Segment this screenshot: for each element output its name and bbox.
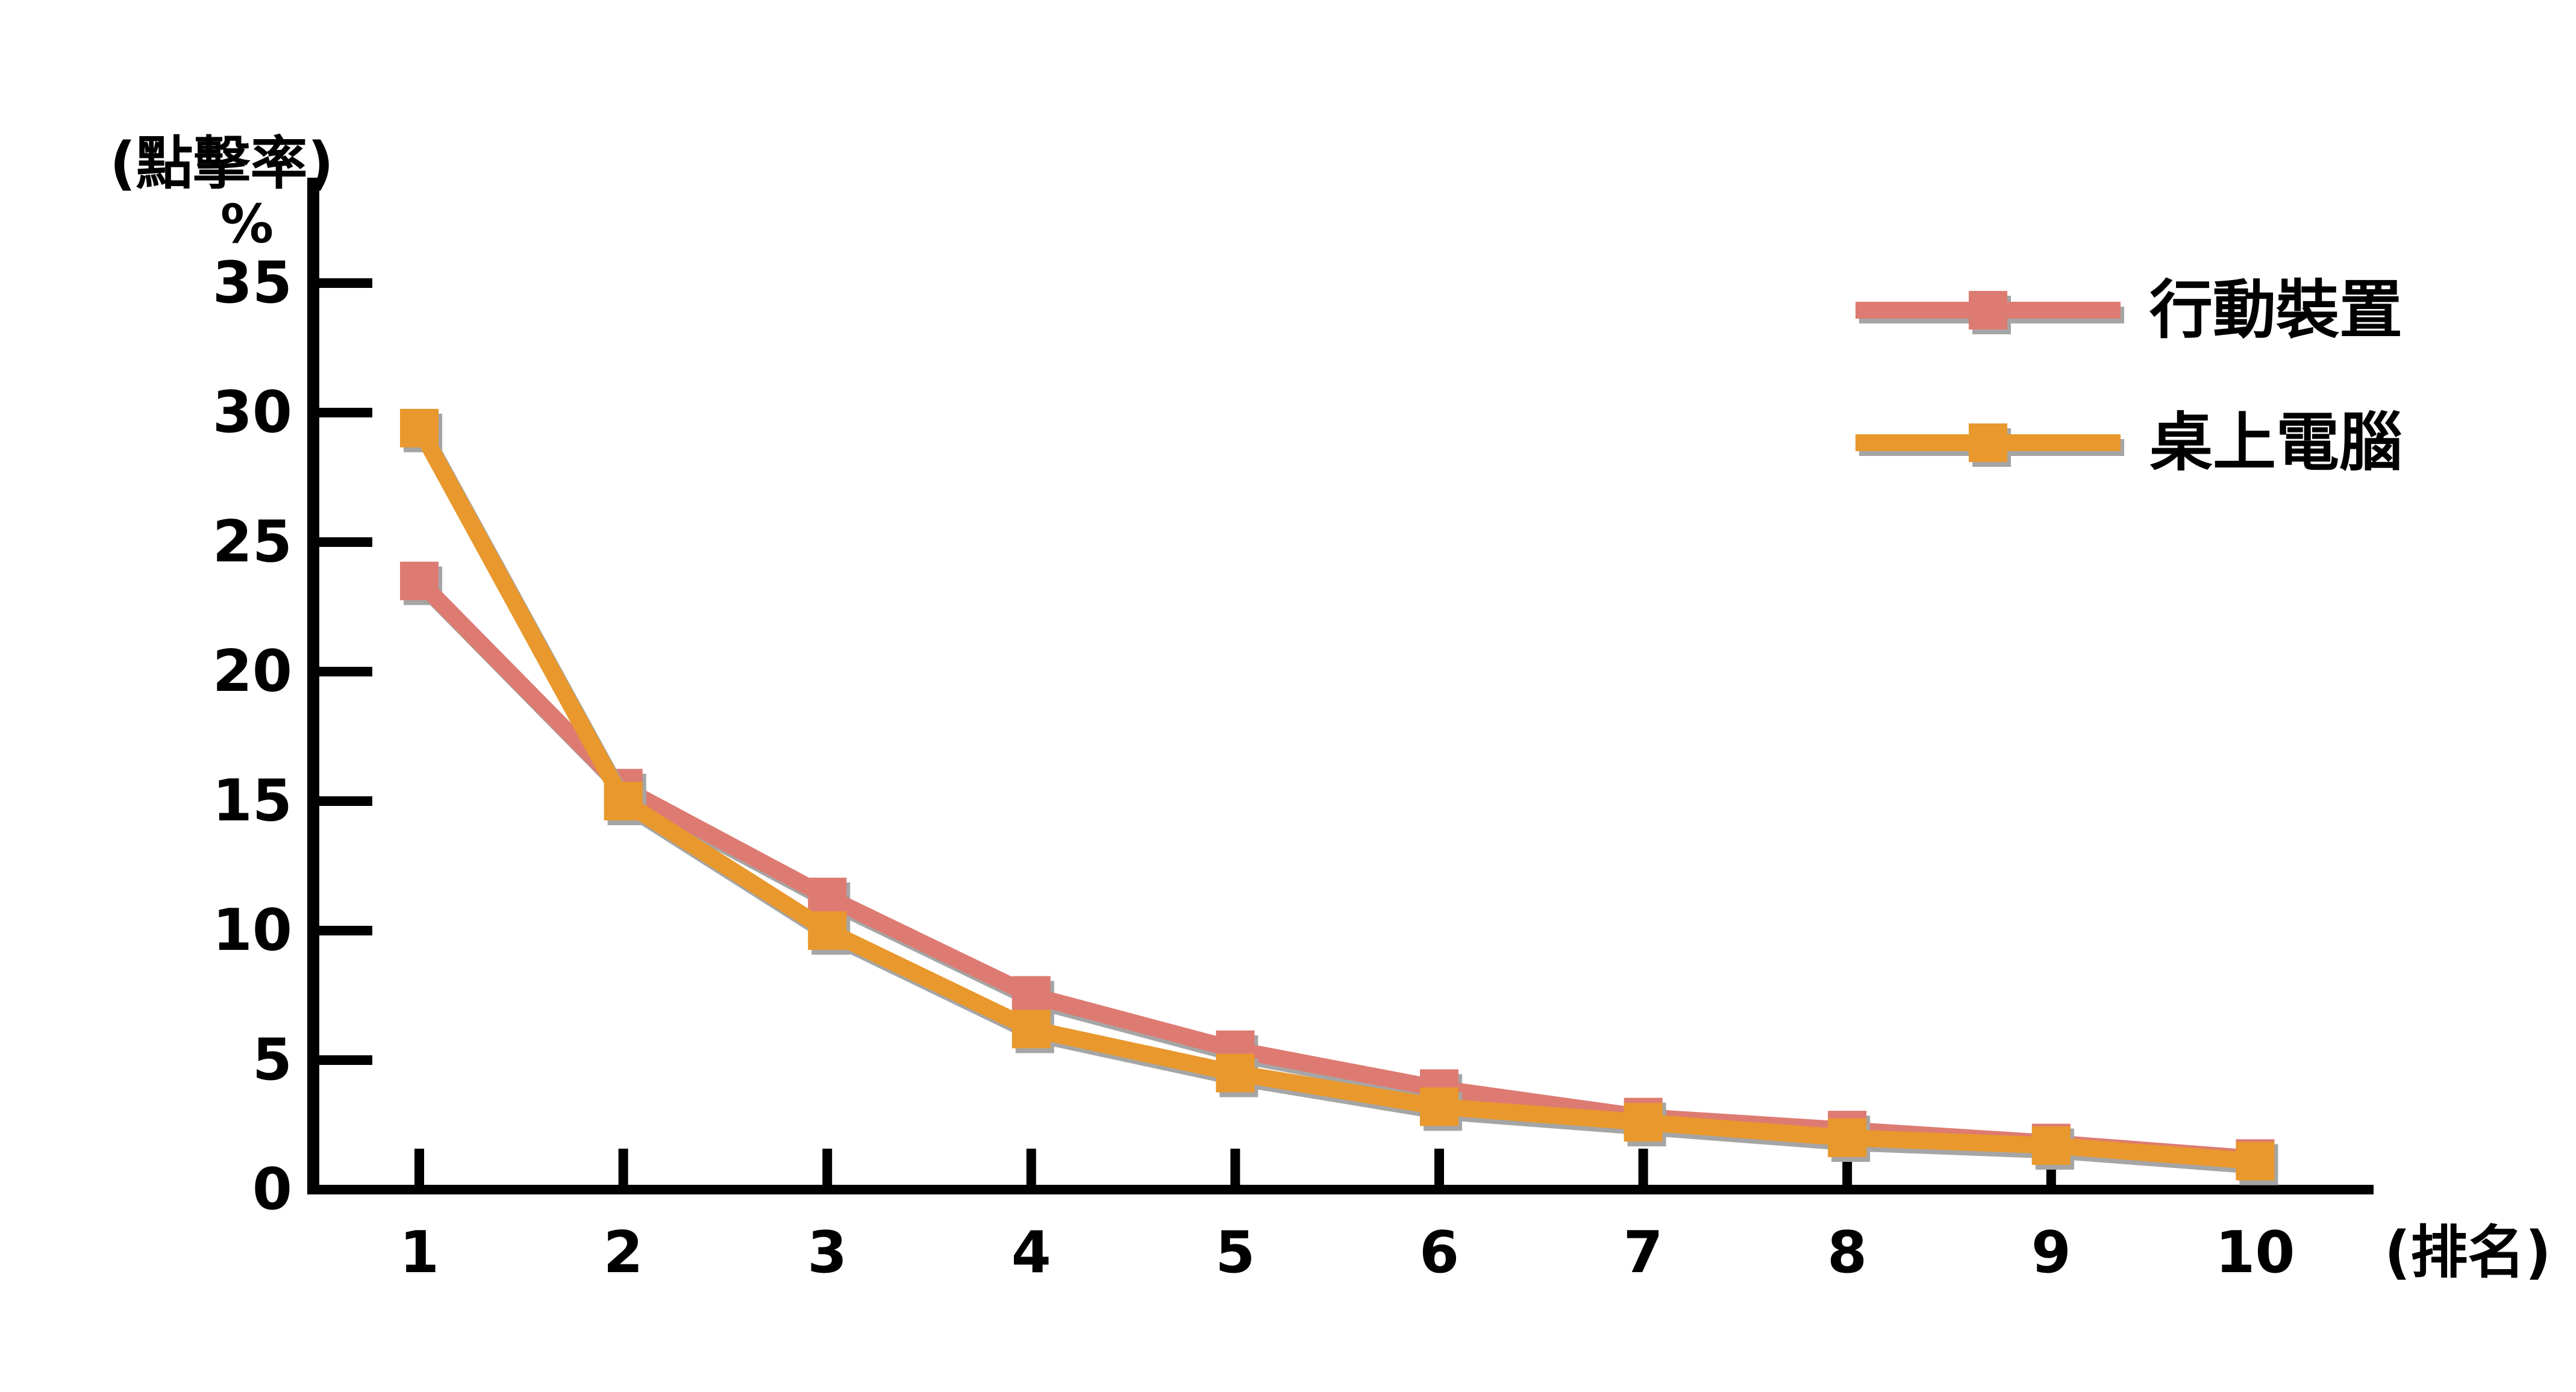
x-axis-tick: [414, 1149, 424, 1185]
y-axis-tick-label: 20: [213, 638, 292, 705]
series-line-shadow: [415, 429, 2260, 1175]
y-axis-tick: [319, 926, 372, 935]
x-axis-tick: [1026, 1149, 1036, 1185]
data-point-marker: [1624, 1103, 1663, 1142]
x-axis-tick-label: 1: [399, 1220, 439, 1286]
x-axis-title: (排名): [2384, 1220, 2551, 1286]
x-axis-tick: [618, 1149, 628, 1185]
y-axis-tick: [319, 278, 372, 288]
x-axis-tick-label: 8: [1827, 1220, 1867, 1286]
y-axis-tick-label: 15: [213, 768, 292, 834]
x-axis-line: [307, 1185, 2374, 1194]
data-point-marker: [808, 878, 847, 917]
x-axis-tick-label: 6: [1419, 1220, 1459, 1286]
data-point-marker: [2031, 1126, 2071, 1165]
y-axis-tick-label: 10: [213, 897, 292, 964]
legend-marker-sample: [1969, 291, 2007, 329]
chart-title: (點擊率): [110, 131, 334, 197]
y-axis-tick: [319, 1055, 372, 1065]
legend-item: 桌上電腦: [1855, 406, 2402, 479]
data-point-marker: [1420, 1087, 1458, 1126]
x-axis-tick: [1434, 1149, 1444, 1185]
data-point-marker: [604, 782, 643, 820]
x-axis-tick: [1230, 1149, 1240, 1185]
y-axis-line: [307, 178, 319, 1194]
series-line: [411, 424, 2256, 1170]
y-axis-tick: [319, 667, 372, 676]
data-point-marker: [1011, 976, 1051, 1015]
data-point-marker: [2236, 1141, 2275, 1181]
y-axis-tick-label: 35: [213, 250, 292, 316]
x-axis-tick-label: 7: [1624, 1220, 1663, 1286]
x-axis-tick: [1638, 1149, 1648, 1185]
x-axis-tick: [822, 1149, 833, 1185]
y-axis-tick-label: 30: [213, 379, 292, 446]
y-axis-tick: [319, 537, 372, 547]
data-point-marker: [1216, 1053, 1255, 1093]
x-axis-tick-label: 3: [807, 1220, 847, 1286]
data-point-marker: [808, 911, 847, 950]
legend-label: 行動裝置: [2149, 273, 2402, 347]
legend-label: 桌上電腦: [2149, 406, 2402, 479]
data-point-marker: [400, 561, 439, 601]
y-axis-unit-label: %: [220, 193, 274, 255]
y-axis-tick-label: 25: [213, 509, 292, 575]
y-axis-tick: [319, 408, 372, 417]
series-line: [413, 575, 2256, 1167]
axes: 0 5 10 15 20 25 30 35 1 2 3 4 5 6 7 8 9 10: [213, 178, 2374, 1286]
y-axis-tick-label: 0: [252, 1156, 292, 1223]
data-point-marker: [1011, 1010, 1051, 1049]
chart-title-group: (點擊率) %: [110, 131, 334, 255]
series-desktop: [400, 408, 2278, 1185]
x-axis-tick-label: 4: [1011, 1220, 1051, 1286]
legend-item: 行動裝置: [1855, 273, 2402, 347]
x-axis-title-group: (排名): [2384, 1220, 2551, 1286]
y-axis-tick: [319, 796, 372, 806]
x-axis-tick-label: 2: [604, 1220, 643, 1286]
x-axis-tick-label: 10: [2215, 1220, 2295, 1286]
legend-marker-sample: [1969, 423, 2007, 462]
data-series: [400, 408, 2278, 1185]
x-axis-tick-label: 9: [2031, 1220, 2071, 1286]
y-axis-tick-label: 5: [252, 1027, 292, 1093]
data-point-marker: [400, 408, 439, 448]
x-axis-tick-label: 5: [1215, 1220, 1255, 1286]
data-point-marker: [1828, 1119, 1867, 1157]
